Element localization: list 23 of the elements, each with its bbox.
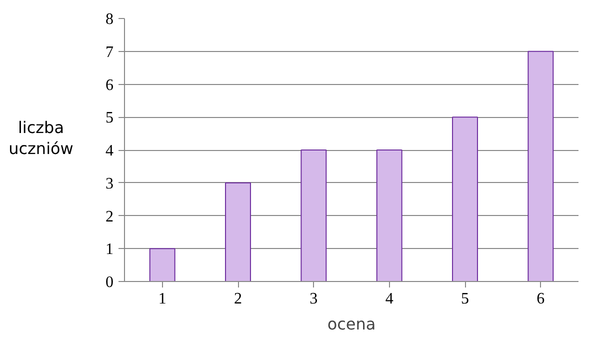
y-tick-label: 2	[106, 208, 114, 226]
x-tick-label: 1	[158, 290, 166, 308]
bar	[452, 116, 478, 282]
y-tick-label: 6	[106, 76, 114, 94]
x-tick-label: 4	[385, 290, 394, 308]
x-tick-label: 2	[234, 290, 242, 308]
bar	[225, 182, 251, 282]
bar	[300, 150, 327, 282]
y-tick-label: 7	[106, 44, 114, 61]
y-axis-title: liczba uczniów	[8, 118, 74, 160]
y-tick-label: 5	[106, 110, 114, 127]
y-tick-label: 0	[106, 274, 114, 291]
bar	[376, 150, 402, 282]
y-tick-label: 8	[106, 11, 114, 28]
bar	[149, 248, 176, 282]
bar	[528, 50, 554, 282]
x-tick-label: 6	[536, 290, 545, 308]
y-tick-label: 1	[106, 241, 114, 258]
x-tick-label: 5	[461, 290, 469, 308]
y-tick-label: 4	[106, 142, 114, 160]
x-tick-label: 3	[310, 290, 318, 308]
x-axis-title: ocena	[327, 314, 376, 334]
y-tick-label: 3	[106, 175, 114, 192]
